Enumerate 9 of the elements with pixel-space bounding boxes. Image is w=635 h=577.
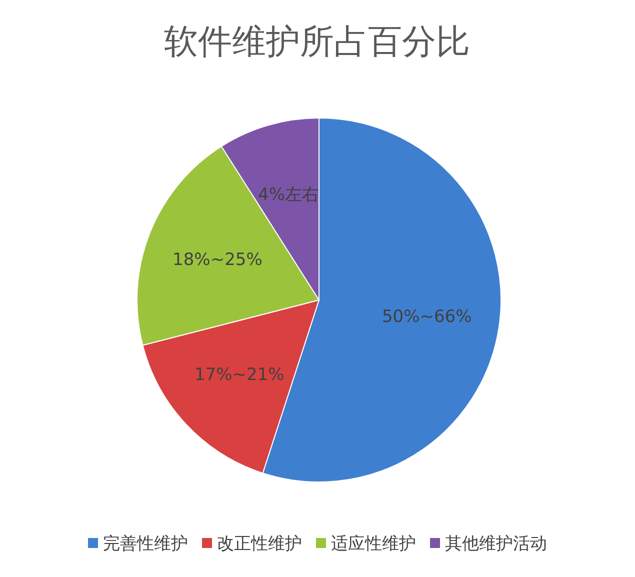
legend-label: 改正性维护 <box>217 532 302 554</box>
chart-title: 软件维护所占百分比 <box>164 22 470 62</box>
text: 17%~21% <box>194 364 284 385</box>
legend-label: 适应性维护 <box>331 532 416 554</box>
legend-label: 完善性维护 <box>103 532 188 554</box>
text: 50%~66% <box>382 307 472 328</box>
text: 4%左右 <box>258 185 320 206</box>
legend-label: 其他维护活动 <box>445 532 547 554</box>
text: 18%~25% <box>172 250 262 270</box>
